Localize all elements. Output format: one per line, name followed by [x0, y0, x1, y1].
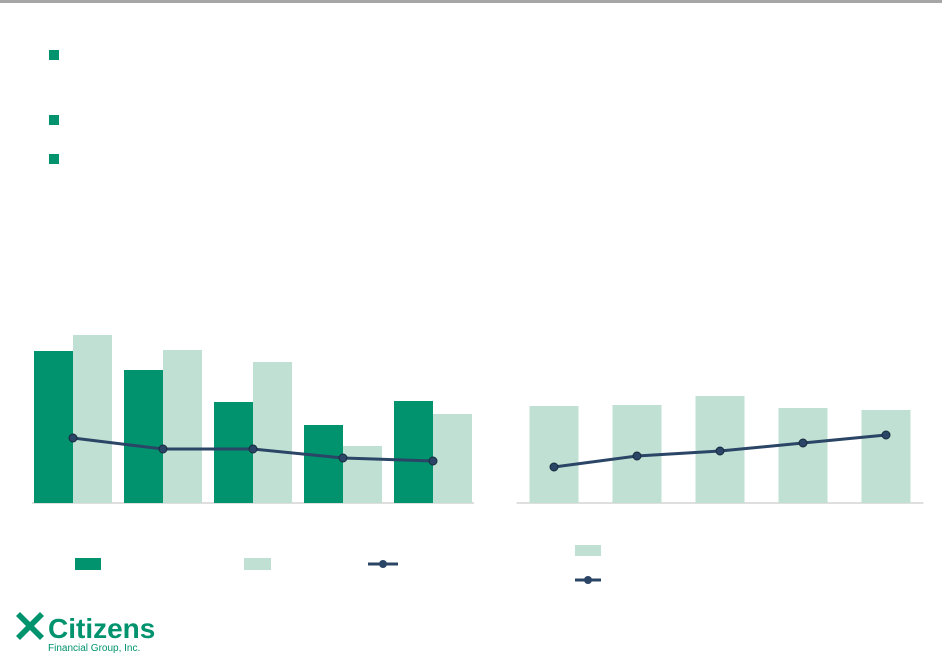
bar: [529, 406, 579, 503]
legend-swatch: [244, 558, 271, 570]
bar: [433, 414, 472, 503]
line-point: [248, 444, 258, 454]
bullet: [49, 50, 59, 60]
legend-swatch: [575, 545, 601, 556]
legend-swatch: [75, 558, 101, 570]
logo-name: Citizens: [48, 613, 155, 644]
bar: [861, 410, 911, 503]
bar: [124, 370, 163, 503]
legend-swatch: [379, 560, 387, 568]
bar: [304, 425, 343, 503]
bar: [73, 335, 112, 503]
line-point: [68, 433, 78, 443]
line-point: [632, 451, 642, 461]
line-point: [798, 438, 808, 448]
bullet: [49, 154, 59, 164]
bar: [34, 351, 73, 503]
logo-icon: [16, 612, 44, 640]
bar: [778, 408, 828, 503]
logo-tagline: Financial Group, Inc.: [48, 643, 140, 654]
bar: [253, 362, 292, 503]
line-point: [158, 444, 168, 454]
bullet: [49, 115, 59, 125]
legend-swatch: [584, 576, 592, 584]
top-rule: [0, 0, 942, 3]
line-point: [881, 430, 891, 440]
line-point: [549, 462, 559, 472]
line-point: [428, 456, 438, 466]
bar: [343, 446, 382, 503]
bar: [163, 350, 202, 503]
bar: [214, 402, 253, 503]
bar: [394, 401, 433, 503]
line-point: [338, 453, 348, 463]
line-point: [715, 446, 725, 456]
